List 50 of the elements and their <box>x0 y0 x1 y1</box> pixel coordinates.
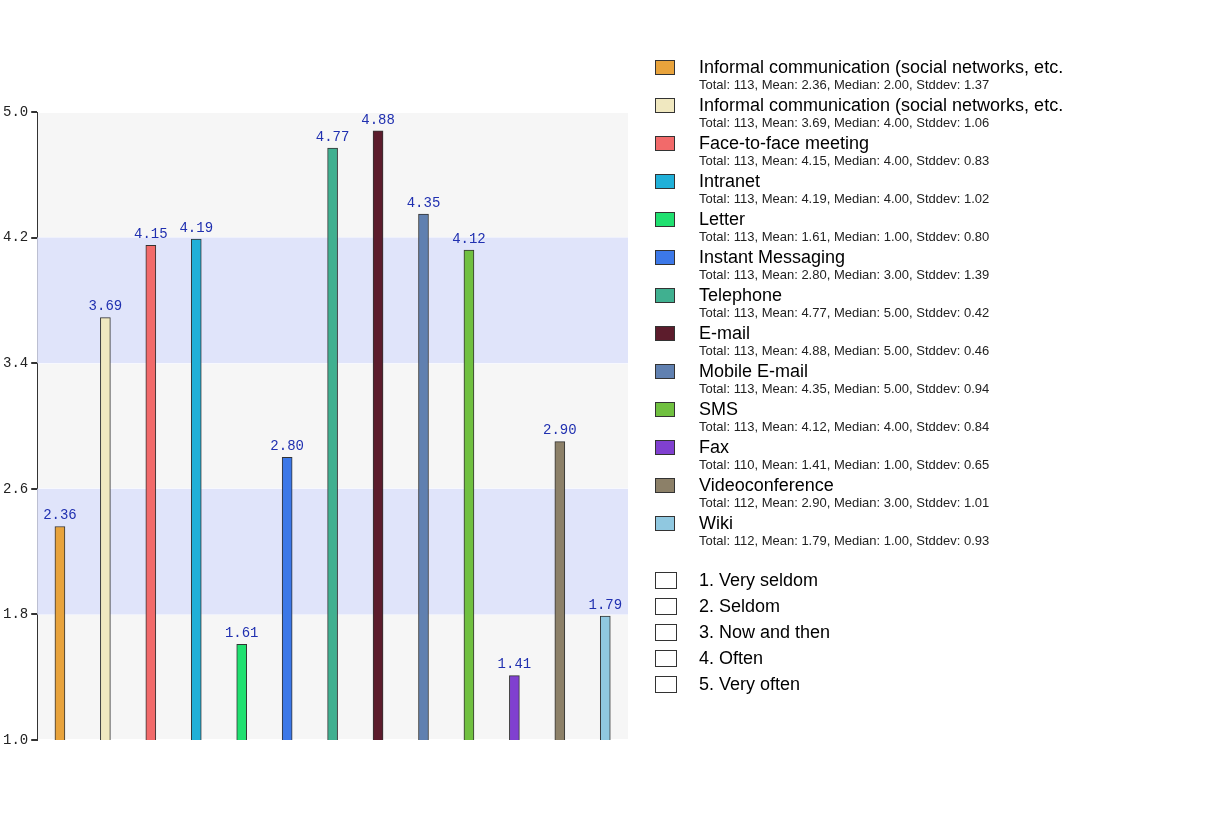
data-label: 2.90 <box>543 422 577 439</box>
y-tick-label: 3.4 <box>2 354 29 371</box>
data-label: 4.12 <box>452 230 486 247</box>
legend-label: Informal communication (social networks, etc. <box>699 95 1064 115</box>
y-tick-label: 1.8 <box>2 606 29 623</box>
data-label: 1.41 <box>497 656 532 673</box>
legend-label: Telephone <box>699 285 784 305</box>
data-label: 1.61 <box>224 624 259 641</box>
data-label: 3.69 <box>88 298 123 315</box>
legend-label: Face-to-face meeting <box>699 133 871 153</box>
legend-label: Videoconference <box>699 475 835 495</box>
text: Total: 113, Mean: 4.12, Median: 4.00, Stddev: 0.84 <box>699 419 990 435</box>
y-tick-label: 4.2 <box>2 229 29 246</box>
legend-label: Instant Messaging <box>699 247 847 267</box>
text: Total: 113, Mean: 4.19, Median: 4.00, Stddev: 1.02 <box>699 191 990 207</box>
text: Total: 113, Mean: 4.35, Median: 5.00, Stddev: 0.94 <box>699 381 990 397</box>
data-label: 4.88 <box>361 111 395 128</box>
text: Total: 113, Mean: 4.88, Median: 5.00, Stddev: 0.46 <box>699 343 990 359</box>
legend-label: E-mail <box>699 323 751 343</box>
legend-label: SMS <box>699 399 739 419</box>
text: Total: 112, Mean: 1.79, Median: 1.00, Stddev: 0.93 <box>699 533 990 549</box>
y-tick-label: 5.0 <box>2 103 29 120</box>
text: 1. Very seldom <box>699 569 819 591</box>
data-label: 4.19 <box>179 219 214 236</box>
data-label: 4.35 <box>406 194 441 211</box>
y-tick-label: 1.0 <box>2 731 29 748</box>
text: Total: 112, Mean: 2.90, Median: 3.00, Stddev: 1.01 <box>699 495 990 511</box>
legend-label: Letter <box>699 209 747 229</box>
legend-label: Mobile E-mail <box>699 361 810 381</box>
legend-label: Fax <box>699 437 730 457</box>
text: 3. Now and then <box>699 621 831 643</box>
text: Total: 113, Mean: 4.15, Median: 4.00, Stddev: 0.83 <box>699 153 990 169</box>
text: 4. Often <box>699 647 764 669</box>
legend-label: Informal communication (social networks, etc. <box>699 57 1064 77</box>
text: 2. Seldom <box>699 595 781 617</box>
text: Total: 113, Mean: 1.61, Median: 1.00, Stddev: 0.80 <box>699 229 990 245</box>
text: Total: 113, Mean: 2.80, Median: 3.00, Stddev: 1.39 <box>699 267 990 283</box>
text: Total: 113, Mean: 4.77, Median: 5.00, Stddev: 0.42 <box>699 305 990 321</box>
text: Total: 113, Mean: 3.69, Median: 4.00, Stddev: 1.06 <box>699 115 991 131</box>
data-label: 1.79 <box>588 596 623 613</box>
y-tick-label: 2.6 <box>2 480 29 497</box>
text: 5. Very often <box>699 673 801 695</box>
text: Total: 110, Mean: 1.41, Median: 1.00, Stddev: 0.65 <box>699 457 990 473</box>
data-label: 4.15 <box>134 226 168 243</box>
legend-label: Wiki <box>699 513 734 533</box>
text: Total: 113, Mean: 2.36, Median: 2.00, Stddev: 1.37 <box>699 77 991 93</box>
data-label: 4.77 <box>315 128 350 145</box>
data-label: 2.80 <box>270 438 304 455</box>
legend-label: Intranet <box>699 171 762 191</box>
data-label: 2.36 <box>43 507 77 524</box>
